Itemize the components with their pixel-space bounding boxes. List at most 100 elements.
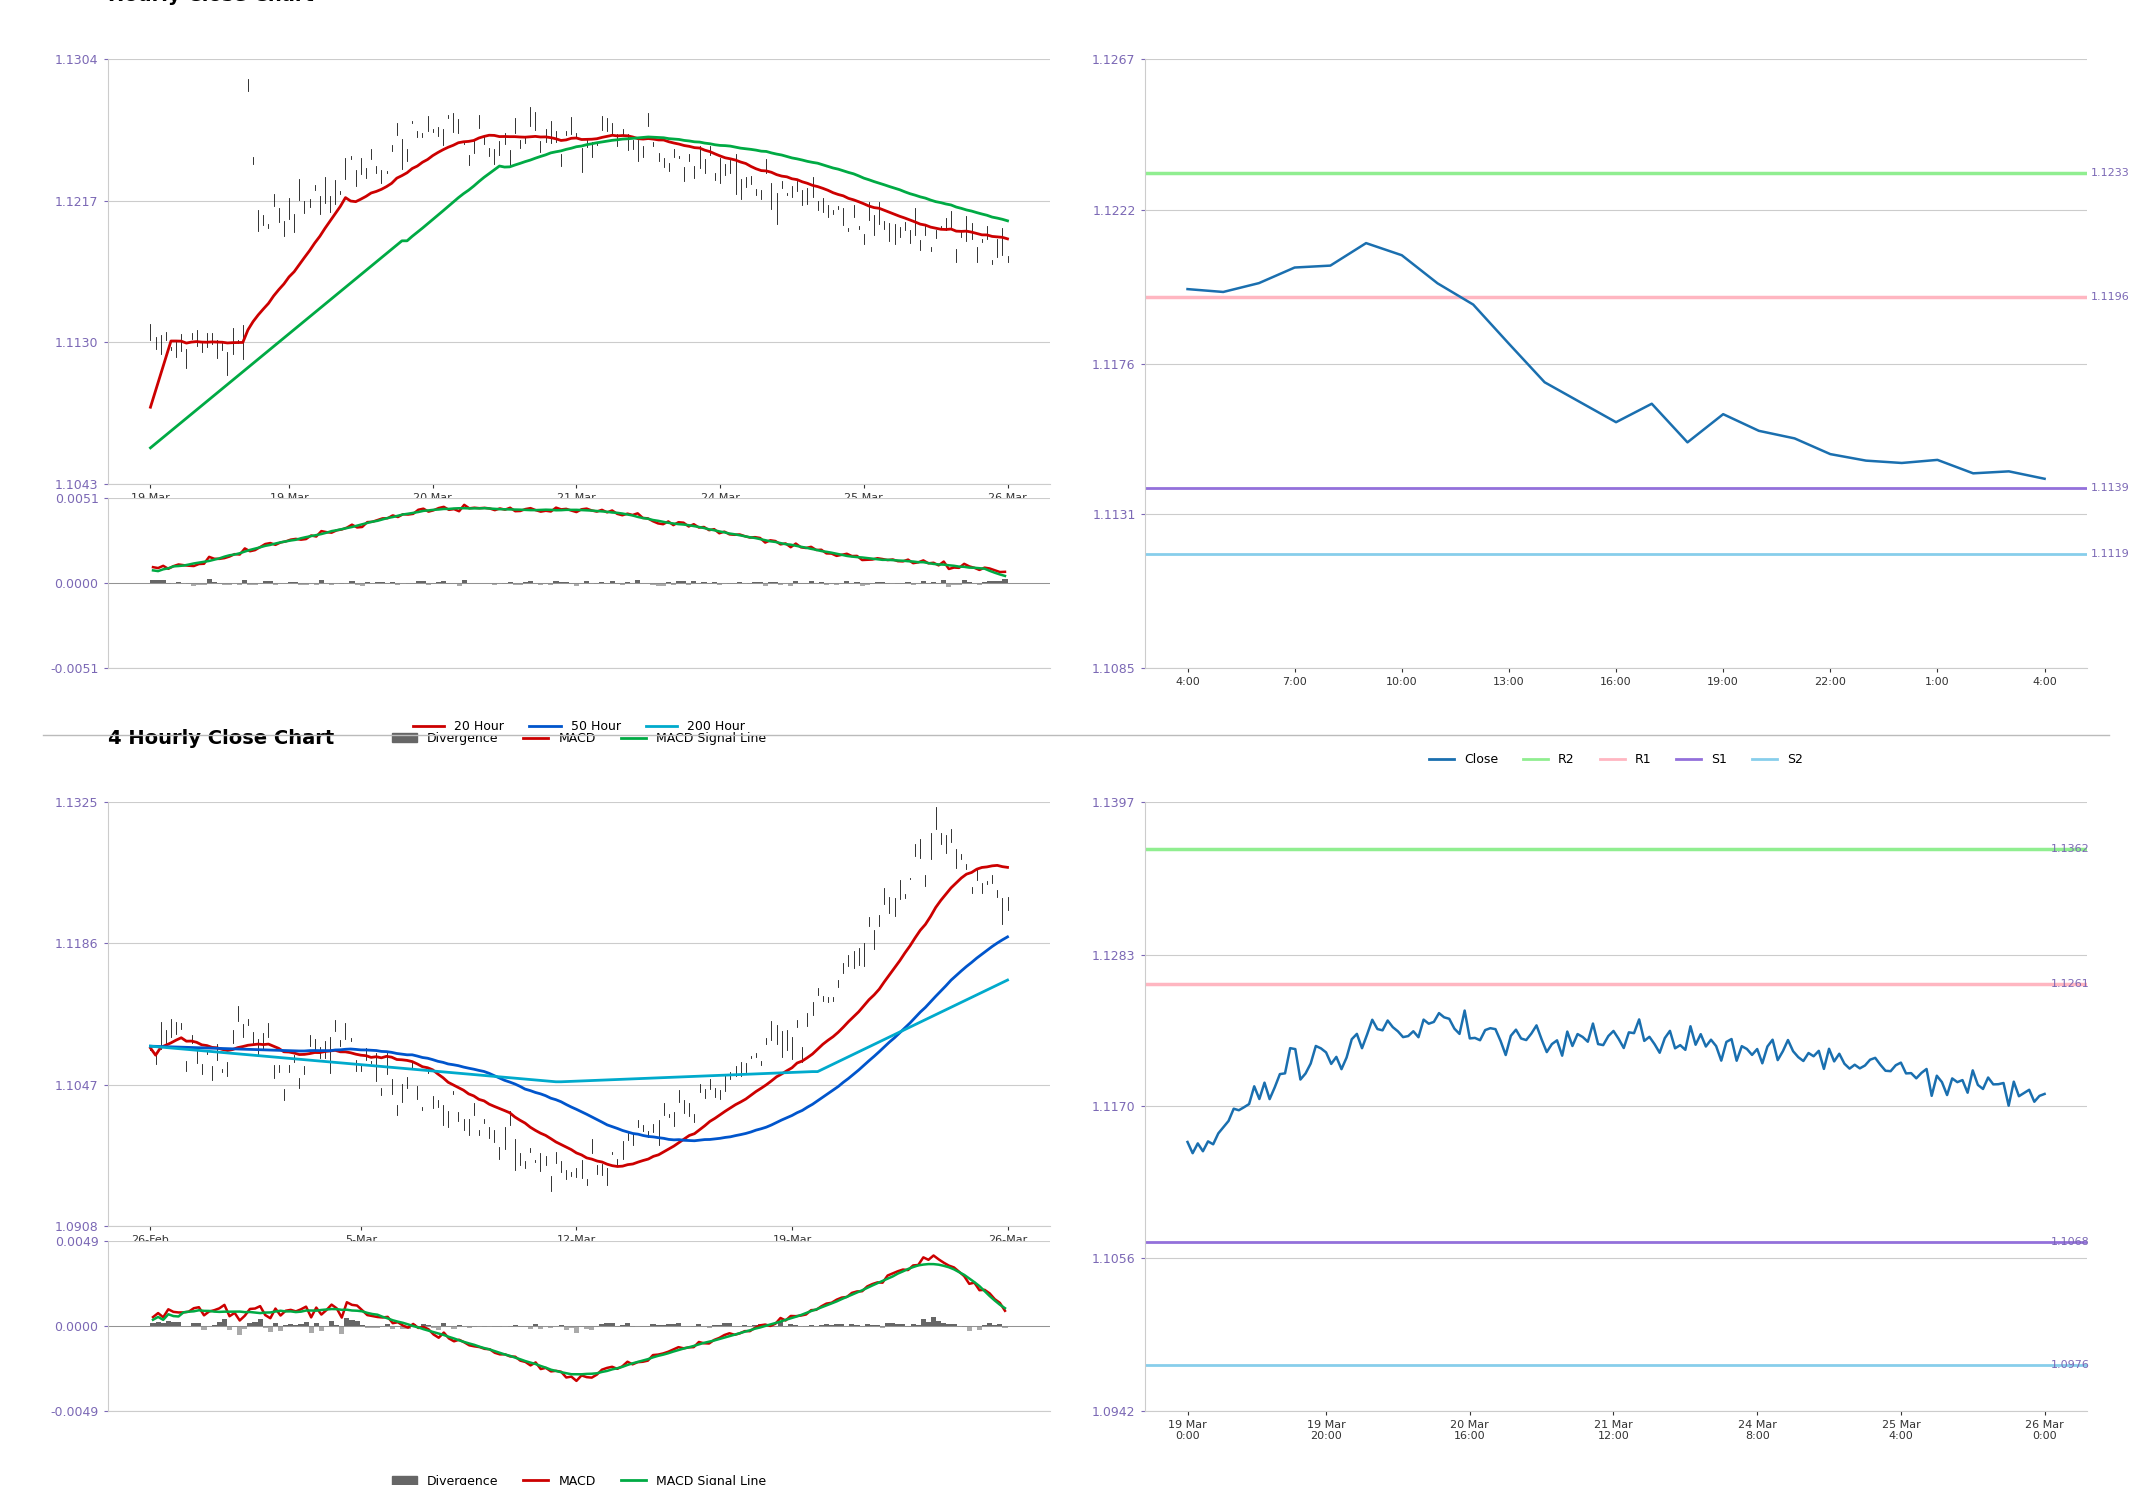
- Bar: [166, 1322, 170, 1326]
- Bar: [809, 581, 813, 584]
- Bar: [497, 1326, 501, 1328]
- Bar: [583, 1326, 590, 1329]
- Bar: [441, 581, 445, 584]
- Bar: [329, 1322, 334, 1326]
- Bar: [405, 1326, 411, 1329]
- Text: Hourly Close Chart: Hourly Close Chart: [108, 0, 314, 4]
- Bar: [303, 584, 308, 585]
- Bar: [962, 581, 966, 584]
- Bar: [706, 1326, 712, 1328]
- Bar: [247, 1323, 252, 1326]
- Bar: [493, 1326, 497, 1328]
- Bar: [794, 581, 798, 584]
- Bar: [155, 1322, 161, 1326]
- Bar: [415, 581, 422, 584]
- Bar: [176, 1322, 181, 1326]
- Bar: [278, 1326, 284, 1331]
- Bar: [925, 1322, 932, 1326]
- Bar: [252, 1322, 258, 1326]
- Bar: [564, 1326, 568, 1331]
- Bar: [267, 582, 273, 584]
- Bar: [609, 1323, 615, 1326]
- Bar: [390, 582, 396, 584]
- Bar: [314, 1323, 318, 1326]
- Bar: [884, 1323, 891, 1326]
- Bar: [422, 581, 426, 584]
- Bar: [349, 1320, 355, 1326]
- Bar: [456, 584, 463, 587]
- Bar: [471, 1326, 478, 1328]
- Bar: [966, 1326, 973, 1331]
- Bar: [977, 1326, 981, 1331]
- Bar: [988, 581, 992, 584]
- Bar: [355, 1320, 359, 1326]
- Bar: [512, 584, 519, 585]
- Bar: [940, 1323, 947, 1326]
- Bar: [676, 581, 680, 584]
- Bar: [788, 1323, 794, 1326]
- Bar: [340, 1326, 344, 1334]
- Bar: [1003, 1326, 1007, 1329]
- Bar: [568, 1326, 575, 1328]
- Text: 1.1068: 1.1068: [2051, 1237, 2090, 1247]
- Bar: [463, 579, 467, 584]
- Text: 1.1119: 1.1119: [2092, 549, 2130, 560]
- Bar: [299, 1323, 303, 1326]
- Bar: [344, 1319, 349, 1326]
- Bar: [430, 1326, 437, 1328]
- Bar: [671, 1323, 676, 1326]
- Bar: [258, 1319, 263, 1326]
- Bar: [824, 1325, 829, 1326]
- Bar: [656, 584, 661, 587]
- Text: 1.0976: 1.0976: [2051, 1360, 2090, 1371]
- Bar: [932, 1317, 936, 1326]
- Bar: [288, 1325, 293, 1326]
- Bar: [671, 584, 676, 585]
- Bar: [910, 584, 917, 585]
- Bar: [192, 1323, 196, 1326]
- Legend: Close, R2, R1, S1, S2: Close, R2, R1, S1, S2: [1425, 748, 1808, 771]
- Bar: [170, 1322, 176, 1326]
- Bar: [865, 584, 869, 585]
- Bar: [880, 1326, 884, 1328]
- Bar: [390, 1326, 396, 1329]
- Bar: [624, 1323, 631, 1326]
- Bar: [951, 584, 955, 585]
- Bar: [850, 1325, 854, 1326]
- Bar: [370, 1326, 374, 1328]
- Bar: [1003, 579, 1007, 584]
- Bar: [936, 1320, 940, 1326]
- Bar: [161, 579, 166, 584]
- Bar: [155, 581, 161, 584]
- Bar: [151, 581, 155, 584]
- Bar: [400, 1326, 405, 1329]
- Bar: [161, 1323, 166, 1326]
- Bar: [921, 1319, 925, 1326]
- Bar: [217, 1322, 222, 1326]
- Bar: [441, 1323, 445, 1326]
- Bar: [263, 582, 267, 584]
- Bar: [411, 1323, 415, 1326]
- Bar: [650, 1323, 656, 1326]
- Bar: [308, 1326, 314, 1332]
- Bar: [549, 584, 553, 585]
- Bar: [839, 1325, 844, 1326]
- Bar: [583, 582, 590, 584]
- Bar: [921, 582, 925, 584]
- Bar: [192, 584, 196, 587]
- Bar: [349, 581, 355, 584]
- Legend: 20 Hour, 50 Hour, 200 Hour: 20 Hour, 50 Hour, 200 Hour: [409, 714, 749, 738]
- Bar: [207, 579, 211, 584]
- Bar: [996, 1325, 1003, 1326]
- Bar: [508, 582, 512, 584]
- Bar: [727, 1323, 732, 1326]
- Bar: [385, 1325, 390, 1326]
- Bar: [243, 1326, 247, 1329]
- Bar: [691, 582, 697, 584]
- Bar: [151, 1323, 155, 1326]
- Bar: [534, 1325, 538, 1326]
- Bar: [452, 1326, 456, 1329]
- Bar: [835, 584, 839, 585]
- Bar: [697, 1323, 702, 1326]
- Bar: [538, 584, 542, 585]
